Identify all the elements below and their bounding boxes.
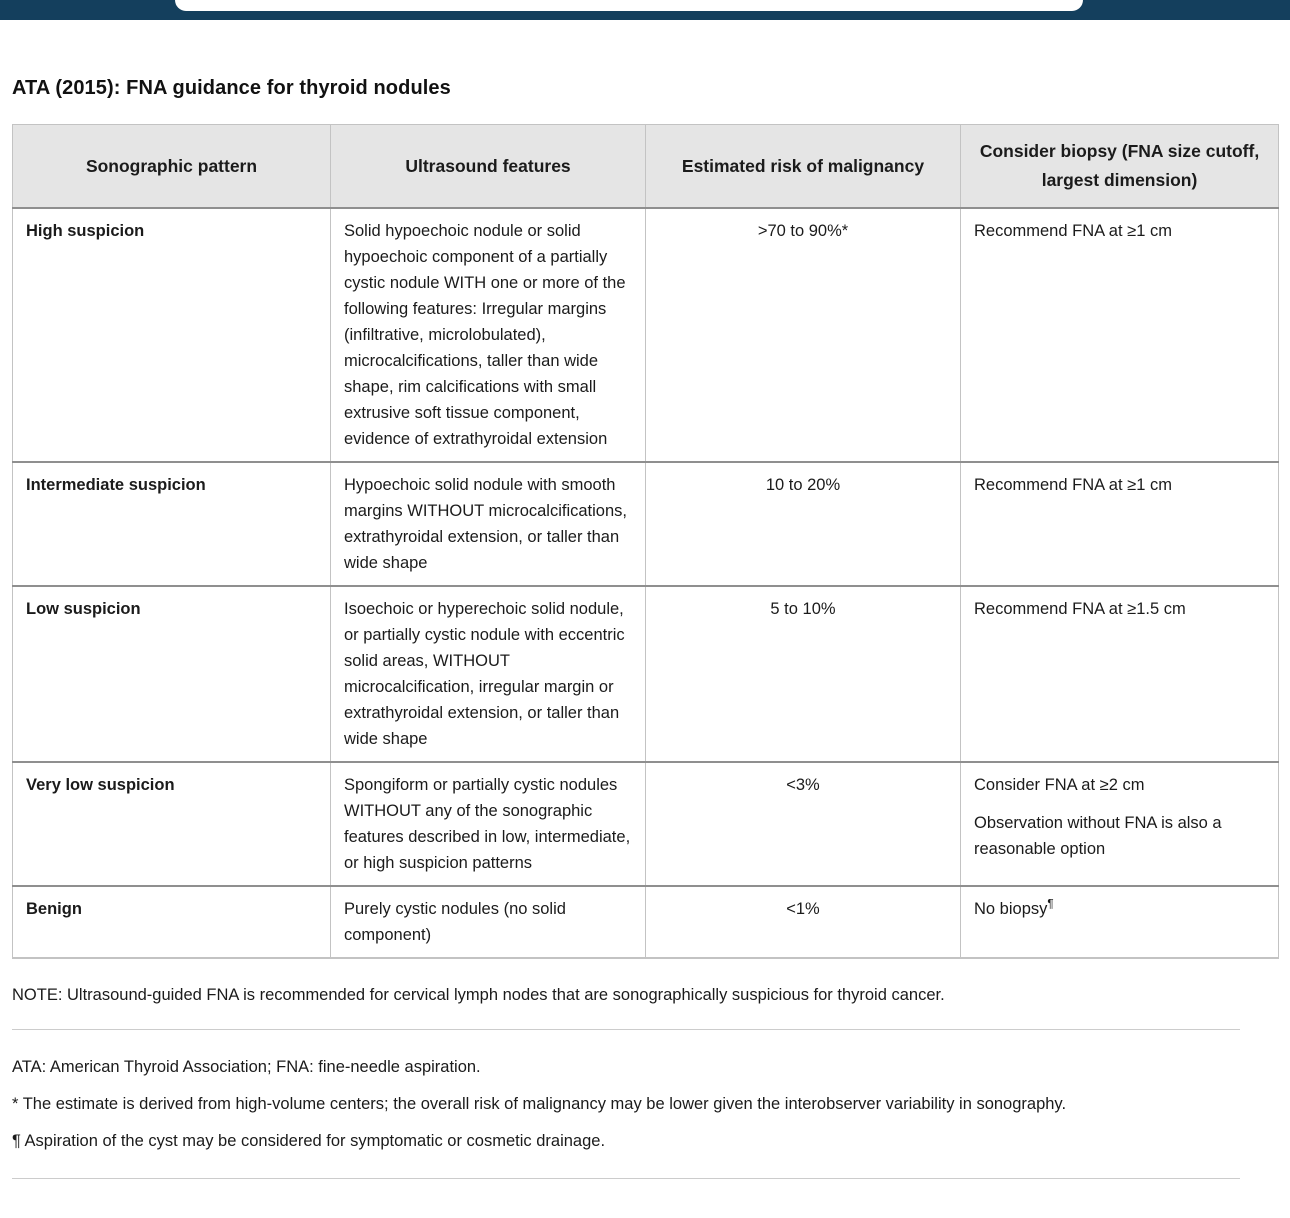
risk-cell: 5 to 10%	[645, 585, 961, 762]
table-row-very-low-suspicion: Very low suspicion Spongiform or partial…	[12, 761, 1279, 886]
divider-bottom	[12, 1178, 1240, 1179]
biopsy-cell: Consider FNA at ≥2 cm Observation withou…	[960, 761, 1279, 886]
page-title: ATA (2015): FNA guidance for thyroid nod…	[12, 77, 451, 99]
biopsy-cell: No biopsy¶	[960, 885, 1279, 959]
table-note: NOTE: Ultrasound-guided FNA is recommend…	[12, 986, 945, 1004]
divider-top	[12, 1029, 1240, 1030]
pattern-cell: Low suspicion	[12, 585, 331, 762]
pattern-cell: High suspicion	[12, 207, 331, 462]
risk-cell: <3%	[645, 761, 961, 886]
fna-guidance-table: Sonographic pattern Ultrasound features …	[12, 124, 1279, 959]
biopsy-text: Observation without FNA is also a reason…	[974, 814, 1222, 858]
footnote-pilcrow: ¶ Aspiration of the cyst may be consider…	[12, 1132, 606, 1150]
table-row-high-suspicion: High suspicion Solid hypoechoic nodule o…	[12, 207, 1279, 462]
biopsy-cell: Recommend FNA at ≥1.5 cm	[960, 585, 1279, 762]
footnote-marker-pilcrow: ¶	[1047, 898, 1054, 911]
risk-cell: 10 to 20%	[645, 461, 961, 586]
biopsy-text: No biopsy¶	[974, 898, 1054, 918]
col-header-ultrasound-features: Ultrasound features	[330, 124, 646, 209]
table-row-benign: Benign Purely cystic nodules (no solid c…	[12, 885, 1279, 959]
search-bar-bottom[interactable]	[175, 0, 1083, 11]
content-area: ATA (2015): FNA guidance for thyroid nod…	[0, 77, 1290, 1179]
pattern-cell: Benign	[12, 885, 331, 959]
col-header-consider-biopsy: Consider biopsy (FNA size cutoff, larges…	[960, 124, 1279, 209]
biopsy-text: Recommend FNA at ≥1 cm	[974, 222, 1172, 240]
biopsy-cell: Recommend FNA at ≥1 cm	[960, 207, 1279, 462]
col-header-sonographic-pattern: Sonographic pattern	[12, 124, 331, 209]
col-header-estimated-risk: Estimated risk of malignancy	[645, 124, 961, 209]
features-cell: Solid hypoechoic nodule or solid hypoech…	[330, 207, 646, 462]
features-cell: Hypoechoic solid nodule with smooth marg…	[330, 461, 646, 586]
app-header-bar	[0, 0, 1290, 20]
biopsy-text: Recommend FNA at ≥1 cm	[974, 476, 1172, 494]
table-header-row: Sonographic pattern Ultrasound features …	[12, 124, 1279, 209]
features-cell: Purely cystic nodules (no solid componen…	[330, 885, 646, 959]
footnote-asterisk: * The estimate is derived from high-volu…	[12, 1095, 1067, 1113]
risk-cell: >70 to 90%*	[645, 207, 961, 462]
pattern-cell: Very low suspicion	[12, 761, 331, 886]
biopsy-text: Consider FNA at ≥2 cm	[974, 776, 1145, 794]
table-row-low-suspicion: Low suspicion Isoechoic or hyperechoic s…	[12, 585, 1279, 762]
abbreviations-line: ATA: American Thyroid Association; FNA: …	[12, 1058, 481, 1076]
biopsy-text: Recommend FNA at ≥1.5 cm	[974, 600, 1186, 618]
biopsy-cell: Recommend FNA at ≥1 cm	[960, 461, 1279, 586]
features-cell: Spongiform or partially cystic nodules W…	[330, 761, 646, 886]
risk-cell: <1%	[645, 885, 961, 959]
pattern-cell: Intermediate suspicion	[12, 461, 331, 586]
features-cell: Isoechoic or hyperechoic solid nodule, o…	[330, 585, 646, 762]
table-row-intermediate-suspicion: Intermediate suspicion Hypoechoic solid …	[12, 461, 1279, 586]
